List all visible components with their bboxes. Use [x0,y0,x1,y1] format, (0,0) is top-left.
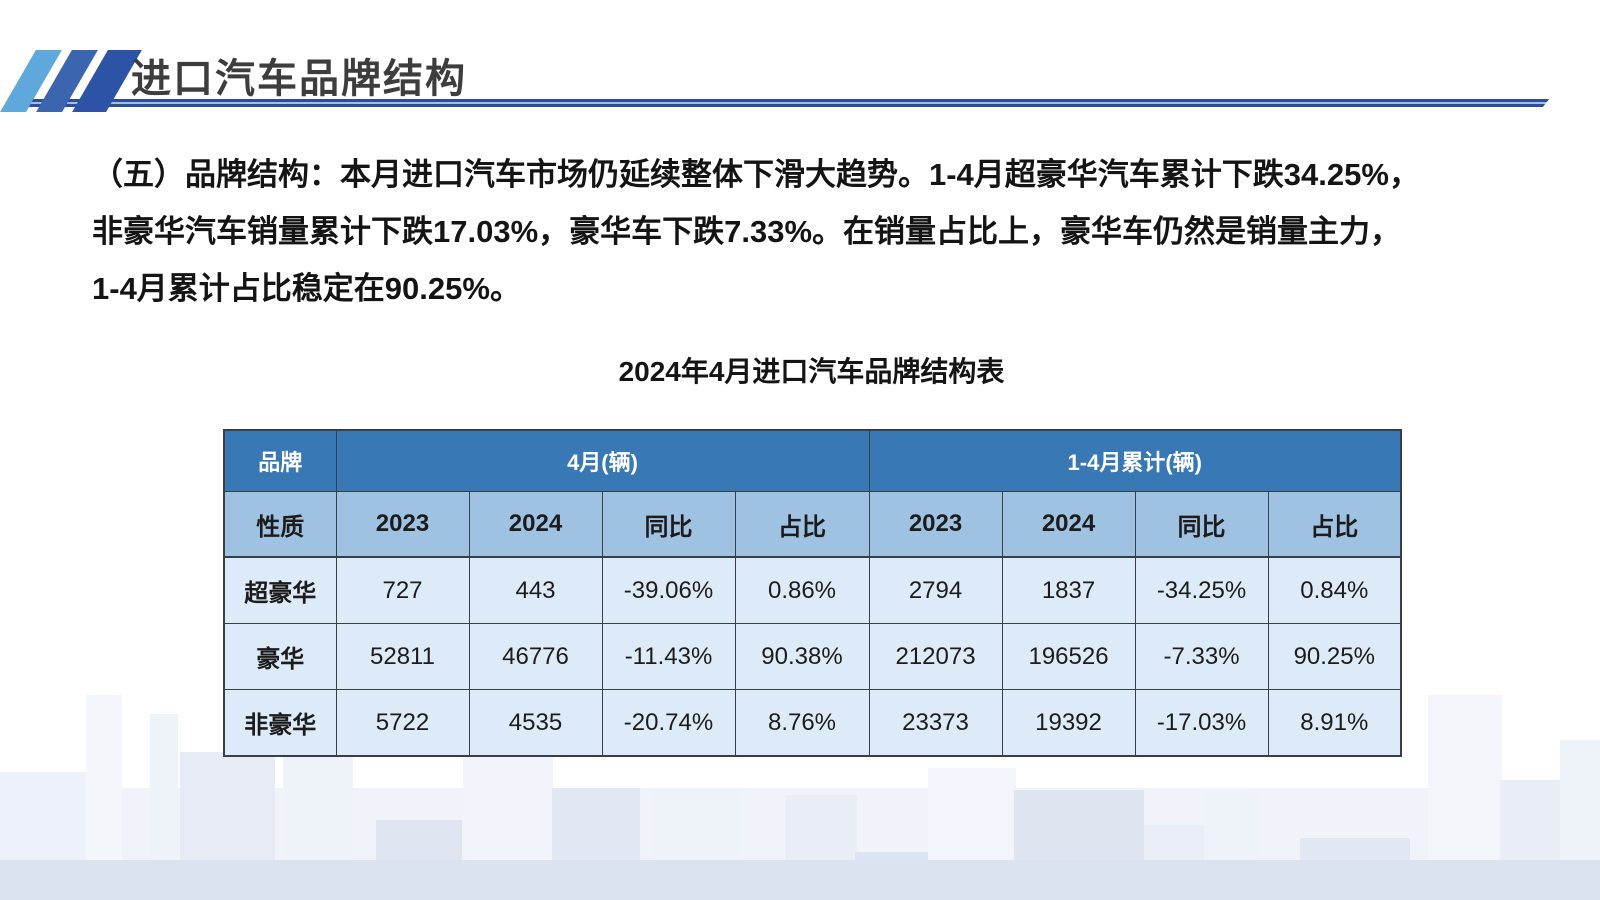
table-cell: 4535 [468,689,603,757]
skyline-building [785,795,857,900]
table-cell: -11.43% [601,623,736,690]
row-label: 豪华 [223,623,337,690]
table-cell: 2794 [868,556,1003,624]
table-cell: -39.06% [601,556,736,624]
table-cell: 52811 [335,623,470,690]
skyline-building [1500,780,1562,900]
table-cell: -20.74% [601,689,736,757]
skyline-building [180,752,275,900]
subheader-yoy: 同比 [601,491,736,558]
table-subheader-row: 性质 2023 2024 同比 占比 2023 2024 同比 占比 [223,491,1402,558]
header-group-april: 4月(辆) [335,429,870,492]
table-cell: 8.91% [1267,689,1402,757]
skyline-building [1204,792,1259,900]
table-cell: 0.84% [1267,556,1402,624]
page-title: 进口汽车品牌结构 [131,57,467,101]
skyline-bottom-band [0,860,1600,900]
table-cell: 212073 [868,623,1003,690]
table-cell: 23373 [868,689,1003,757]
table-title: 2024年4月进口汽车品牌结构表 [618,356,1005,387]
skyline-building [376,820,462,900]
skyline-back-band [0,788,1600,900]
table-cell: 196526 [1001,623,1136,690]
table-cell: -7.33% [1134,623,1269,690]
subheader-2023: 2023 [868,491,1003,558]
row-label: 超豪华 [223,556,337,624]
subheader-2023: 2023 [335,491,470,558]
subheader-2024: 2024 [468,491,603,558]
paragraph-line-3: 1-4月累计占比稳定在90.25%。 [92,271,521,306]
table-row-non-luxury: 非豪华 5722 4535 -20.74% 8.76% 23373 19392 … [223,689,1402,757]
skyline-building [552,788,640,900]
brand-structure-table: 品牌 4月(辆) 1-4月累计(辆) 性质 2023 2024 同比 占比 20… [223,429,1403,757]
skyline-building [1014,790,1144,900]
table-cell: 0.86% [734,556,870,624]
skyline-building [0,772,88,900]
header-corner-brand: 品牌 [223,429,337,492]
subheader-nature: 性质 [223,491,337,558]
subheader-share: 占比 [734,491,870,558]
header-group-cumulative: 1-4月累计(辆) [868,429,1402,492]
skyline-building [1300,838,1410,900]
table-cell: 90.25% [1267,623,1402,690]
skyline-building [1560,740,1600,900]
table-cell: 19392 [1001,689,1136,757]
table-header-group-row: 品牌 4月(辆) 1-4月累计(辆) [223,429,1402,492]
skyline-building [1428,695,1502,900]
table-row-ultra-luxury: 超豪华 727 443 -39.06% 0.86% 2794 1837 -34.… [223,556,1402,624]
table-cell: -34.25% [1134,556,1269,624]
skyline-building [855,852,930,900]
skyline-building [150,714,178,900]
table-cell: 1837 [1001,556,1136,624]
subheader-yoy: 同比 [1134,491,1269,558]
table-cell: 443 [468,556,603,624]
subheader-share: 占比 [1267,491,1402,558]
paragraph-line-1: （五）品牌结构：本月进口汽车市场仍延续整体下滑大趋势。1-4月超豪华汽车累计下跌… [92,157,1420,192]
table-cell: 8.76% [734,689,870,757]
table-row-luxury: 豪华 52811 46776 -11.43% 90.38% 212073 196… [223,623,1402,690]
table-cell: 46776 [468,623,603,690]
skyline-building [1144,825,1204,900]
table-cell: 727 [335,556,470,624]
summary-paragraph: （五）品牌结构：本月进口汽车市场仍延续整体下滑大趋势。1-4月超豪华汽车累计下跌… [92,146,1562,317]
table-cell: -17.03% [1134,689,1269,757]
skyline-building [653,788,741,900]
slashes-logo [0,50,142,112]
table-cell: 90.38% [734,623,870,690]
table-cell: 5722 [335,689,470,757]
skyline-building [928,768,1016,900]
row-label: 非豪华 [223,689,337,757]
skyline-building [86,695,122,900]
subheader-2024: 2024 [1001,491,1136,558]
paragraph-line-2: 非豪华汽车销量累计下跌17.03%，豪华车下跌7.33%。在销量占比上，豪华车仍… [92,214,1402,249]
